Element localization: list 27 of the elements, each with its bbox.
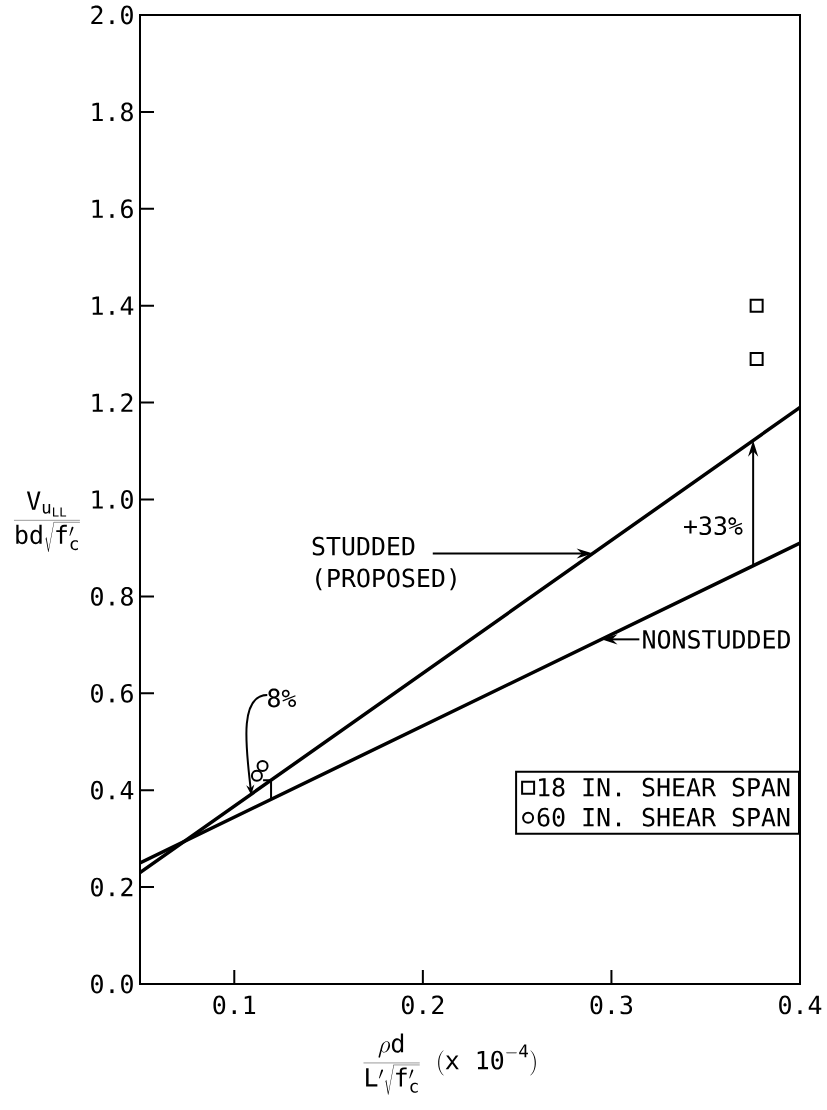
- y-tick-label: 1.8: [92, 102, 133, 122]
- x-axis-title: $\frac{\rho \mathrm{d}}{\mathrm{L}'\sqrt{\mathrm{f}'_{\mathrm{c}}}}\ \mathrm{(x\ 10}^{\mathrm{-4}}\mathrm{)}$: [363, 1033, 536, 1095]
- point: [749, 351, 764, 366]
- x-tick-label: 0.1: [213, 995, 256, 1015]
- y-axis-title: $\frac{\mathrm{V}_{\mathrm{u}_{\mathrm{LL}}}}{\mathrm{bd}\sqrt{\mathrm{f}'_{\mathrm{c}}}}$: [13, 491, 80, 553]
- y-tick-label: 0.4: [91, 780, 134, 800]
- annotation: 8%: [268, 688, 297, 708]
- legend-label: 18 IN. SHEAR SPAN: [539, 777, 790, 797]
- y-tick-label: 2.0: [91, 5, 133, 25]
- y-tick-label: 1.6: [92, 199, 133, 219]
- x-tick-label: 0.3: [590, 995, 633, 1015]
- y-tick-label: 0.2: [91, 877, 133, 897]
- x-tick-label: 0.2: [401, 995, 444, 1015]
- point: [749, 298, 764, 313]
- series-label: STUDDED (PROPOSED): [312, 536, 456, 591]
- point: [256, 759, 269, 772]
- y-tick-label: 0.0: [91, 974, 133, 994]
- y-tick-label: 0.6: [91, 683, 133, 703]
- x-tick-label: 0.4: [779, 995, 822, 1015]
- legend-label: NONSTUDDED: [643, 629, 790, 649]
- y-tick-label: 1.2: [92, 393, 133, 412]
- y-tick-label: 0.8: [91, 586, 133, 606]
- point: [250, 769, 263, 782]
- legend-label: 60 IN. SHEAR SPAN: [537, 807, 790, 827]
- y-tick-label: 1.0: [92, 490, 133, 509]
- y-tick-label: 1.4: [92, 296, 134, 315]
- annotation: +33%: [684, 516, 743, 536]
